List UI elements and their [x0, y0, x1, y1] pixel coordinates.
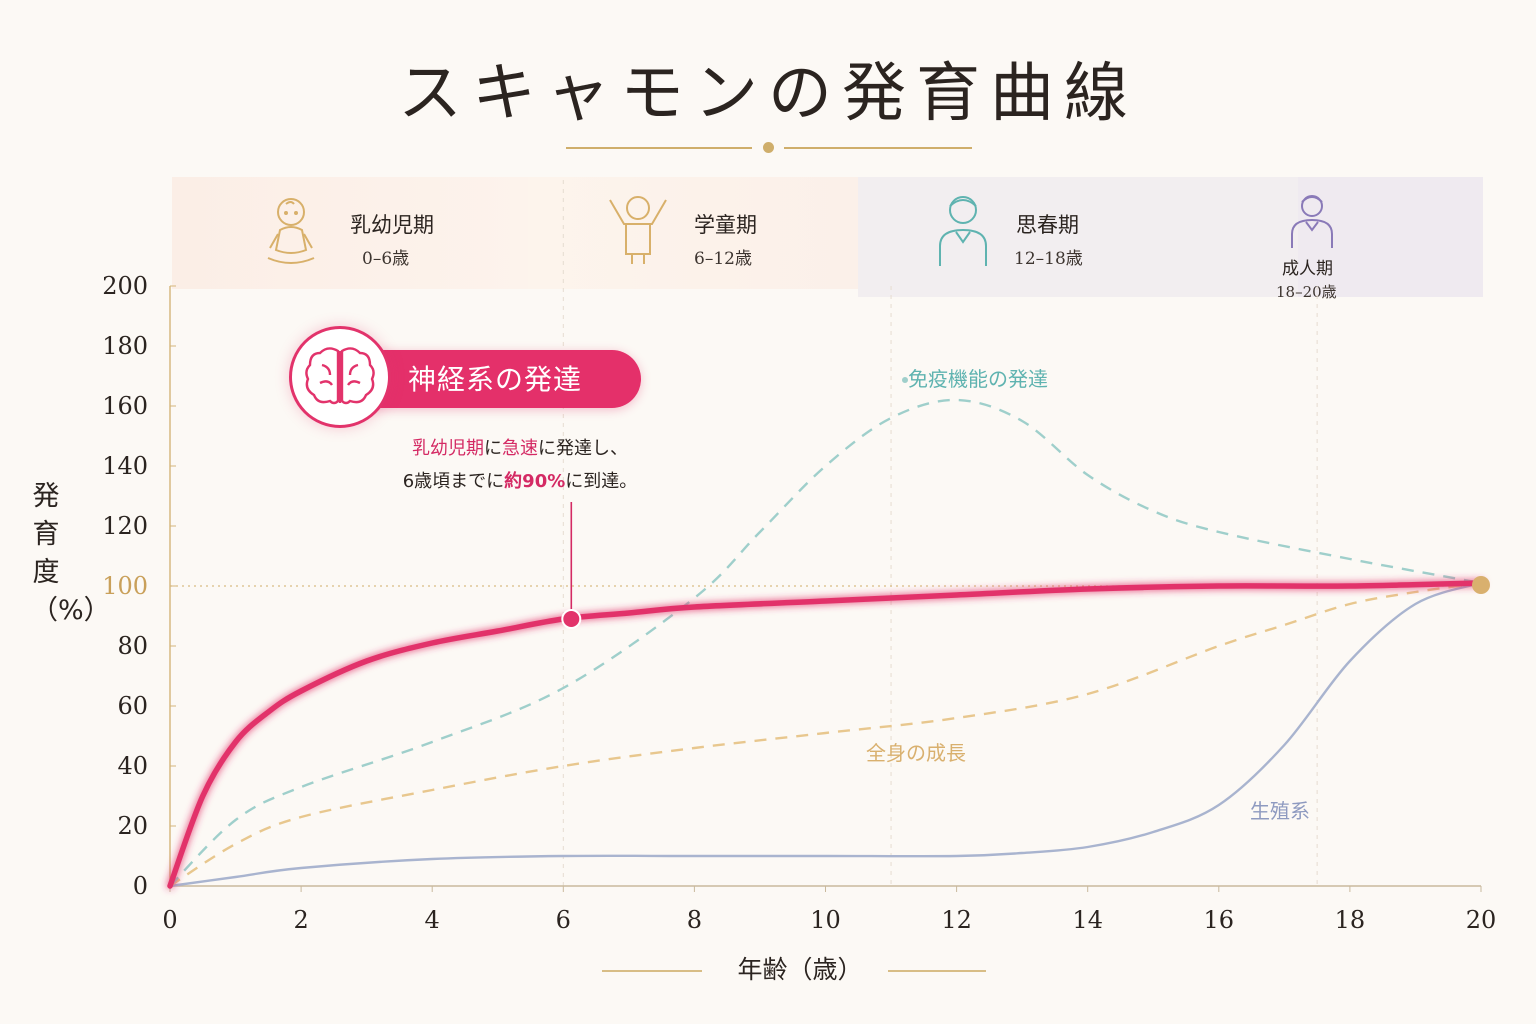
y-axis-title: 発育度（%） — [26, 478, 111, 630]
y-tick-label: 160 — [102, 392, 148, 420]
y-tick-label: 0 — [133, 872, 148, 900]
stage-range-puberty: 12–18歳 — [1014, 249, 1083, 269]
callout-text-line2: 6歳頃までに約90%に到達。 — [402, 471, 638, 492]
x-tick-label: 20 — [1466, 906, 1497, 934]
y-tick-label: 80 — [117, 632, 148, 660]
chart-markers — [561, 377, 1490, 629]
callout-icon-badge — [289, 326, 391, 428]
stage-title-infant: 乳幼児期 — [350, 213, 434, 237]
stage-title-school: 学童期 — [694, 213, 757, 237]
baby-icon — [267, 198, 315, 264]
x-tick-label: 4 — [425, 906, 440, 934]
series-line-0 — [167, 580, 1484, 889]
y-tick-label: 100 — [102, 572, 148, 600]
stage-range-infant: 0–6歳 — [362, 249, 410, 269]
y-tick-label: 40 — [117, 752, 148, 780]
y-tick-label: 140 — [102, 452, 148, 480]
immune-label-dot — [902, 377, 908, 383]
y-tick-label: 60 — [117, 692, 148, 720]
x-tick-label: 6 — [556, 906, 571, 934]
child-icon — [609, 196, 667, 264]
teen-icon — [939, 196, 987, 266]
x-tick-labels: 0 2 4 6 8 10 12 14 16 18 20 — [162, 886, 1496, 934]
x-axis-title: 年齢（歳） — [737, 955, 863, 984]
series-label-general: 全身の成長 — [866, 741, 966, 765]
series-lines — [167, 398, 1484, 889]
callout-heading: 神経系の発達 — [408, 363, 583, 396]
x-tick-label: 10 — [810, 906, 841, 934]
series-label-immune: 免疫機能の発達 — [908, 367, 1048, 391]
callout-banner — [358, 350, 641, 408]
series-line-1 — [169, 398, 1482, 887]
stage-range-adult: 18–20歳 — [1276, 283, 1337, 301]
x-tick-label: 16 — [1204, 906, 1235, 934]
x-tick-label: 14 — [1072, 906, 1103, 934]
page-title: スキャモンの発育曲線 — [398, 57, 1138, 131]
stage-band-school — [528, 177, 858, 289]
callout-text-line1: 乳幼児期に急速に発達し、 — [412, 438, 628, 459]
endpoint-marker — [1472, 576, 1490, 594]
y-tick-label: 120 — [102, 512, 148, 540]
y-axis-title-text: 発育度（%） — [31, 481, 111, 626]
x-title-line-right — [888, 970, 986, 972]
title-ornament — [566, 138, 972, 158]
stage-band-puberty — [858, 177, 1298, 297]
y-tick-label: 20 — [117, 812, 148, 840]
brain-icon — [305, 347, 375, 405]
stage-range-school: 6–12歳 — [694, 249, 752, 269]
y-tick-label: 200 — [102, 272, 148, 300]
series-label-reproductive: 生殖系 — [1250, 799, 1310, 823]
series-line-2 — [169, 581, 1482, 888]
stage-band-adult — [1298, 177, 1483, 297]
y-tick-label: 180 — [102, 332, 148, 360]
x-tick-label: 8 — [687, 906, 702, 934]
x-tick-label: 0 — [162, 906, 177, 934]
stage-band-infant — [172, 177, 528, 289]
stage-divider-lines — [562, 180, 1318, 886]
x-title-line-left — [602, 970, 702, 972]
stage-title-puberty: 思春期 — [1016, 213, 1079, 237]
x-tick-label: 12 — [941, 906, 972, 934]
y-tick-labels: 0 20 40 60 80 100 120 140 160 180 200 — [102, 272, 176, 900]
x-tick-label: 18 — [1335, 906, 1366, 934]
x-tick-label: 2 — [293, 906, 308, 934]
highlight-point — [561, 609, 582, 629]
stage-title-adult: 成人期 — [1282, 259, 1333, 279]
adult-icon — [1291, 195, 1333, 248]
series-line-3 — [169, 581, 1482, 888]
